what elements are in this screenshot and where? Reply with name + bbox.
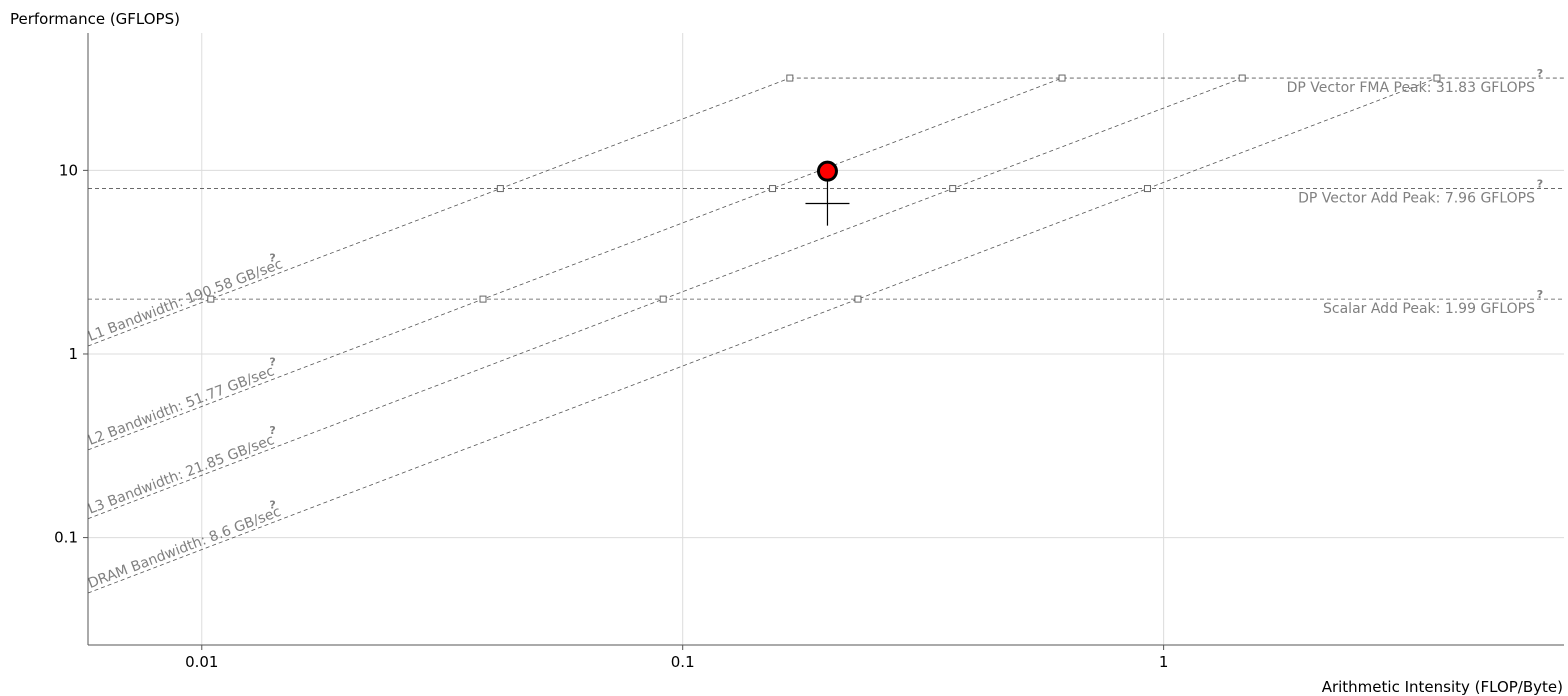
compute-roof-label: DP Vector Add Peak: 7.96 GFLOPS <box>1298 191 1535 207</box>
roof-intersection-marker <box>949 185 957 193</box>
y-tick-label: 1 <box>68 345 78 363</box>
roof-lines <box>87 77 1564 594</box>
bandwidth-roof-line <box>87 77 790 347</box>
compute-roof-label: DP Vector FMA Peak: 31.83 GFLOPS <box>1287 80 1535 96</box>
roof-intersection-marker <box>1238 74 1246 82</box>
roof-intersection-marker <box>659 295 667 303</box>
data-point <box>816 160 838 182</box>
bandwidth-roof-help-icon: ? <box>269 252 275 265</box>
roof-intersection-marker <box>207 295 215 303</box>
roof-intersection-marker <box>1433 74 1441 82</box>
roof-intersection-marker <box>1058 74 1066 82</box>
bandwidth-roof-help-icon: ? <box>269 424 275 437</box>
tick-labels: 0.01 0.1 1 0.1 1 10 <box>54 161 1168 671</box>
roof-intersection-marker <box>479 295 487 303</box>
y-tick-label: 10 <box>59 161 78 179</box>
x-tick-label: 1 <box>1159 653 1169 671</box>
data-points <box>805 160 850 226</box>
roof-intersection-marker <box>854 295 862 303</box>
roof-labels: DP Vector FMA Peak: 31.83 GFLOPS?DP Vect… <box>86 67 1543 592</box>
bandwidth-roof-label: L1 Bandwidth: 190.58 GB/sec <box>86 256 285 345</box>
y-tick-label: 0.1 <box>54 529 78 547</box>
bandwidth-roof-line <box>87 77 1438 594</box>
roof-intersection-markers <box>207 74 1441 303</box>
roof-intersection-marker <box>496 185 504 193</box>
bandwidth-roof-help-icon: ? <box>269 355 275 368</box>
compute-roof-help-icon: ? <box>1537 67 1543 80</box>
x-axis-title: Arithmetic Intensity (FLOP/Byte) <box>1322 678 1563 696</box>
roof-intersection-marker <box>786 74 794 82</box>
bandwidth-roof-label: L2 Bandwidth: 51.77 GB/sec <box>86 363 277 449</box>
compute-roof-help-icon: ? <box>1537 288 1543 301</box>
grid-lines <box>88 33 1564 645</box>
bandwidth-roof-label: DRAM Bandwidth: 8.6 GB/sec <box>86 504 283 592</box>
compute-roof-help-icon: ? <box>1537 178 1543 191</box>
compute-roof-label: Scalar Add Peak: 1.99 GFLOPS <box>1323 301 1535 317</box>
axes <box>87 33 1564 646</box>
bandwidth-roof-help-icon: ? <box>269 499 275 512</box>
bandwidth-roof-label: L3 Bandwidth: 21.85 GB/sec <box>86 432 277 518</box>
bandwidth-roof-line <box>87 77 1063 451</box>
x-tick-label: 0.1 <box>671 653 695 671</box>
roof-intersection-marker <box>769 185 777 193</box>
y-axis-title: Performance (GFLOPS) <box>10 10 180 28</box>
x-tick-label: 0.01 <box>185 653 218 671</box>
roof-intersection-marker <box>1143 185 1151 193</box>
